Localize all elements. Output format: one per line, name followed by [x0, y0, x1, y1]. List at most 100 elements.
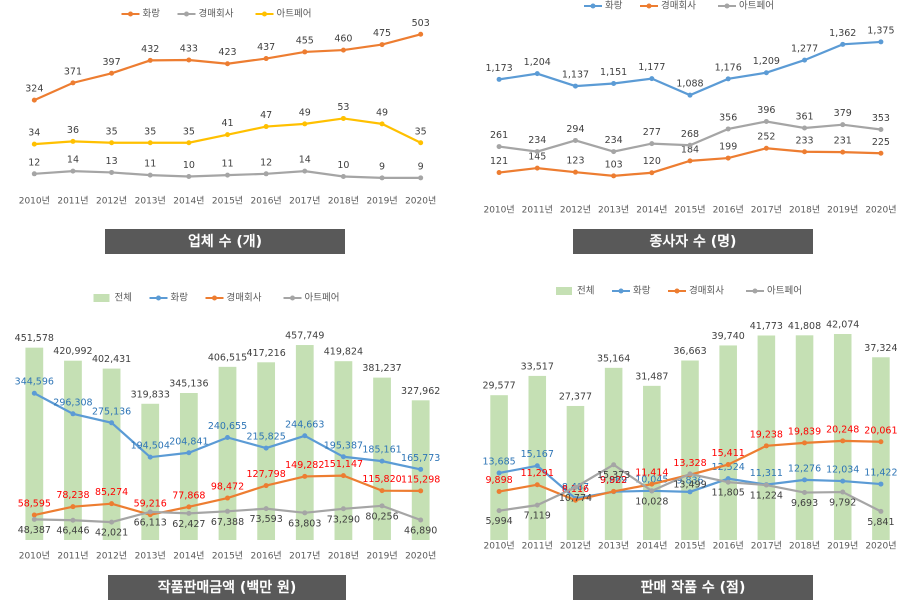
x-tick-label: 2011년 — [522, 205, 553, 216]
x-tick-label: 2020년 — [865, 205, 896, 216]
point — [878, 126, 884, 132]
legend-label: 아트페어 — [305, 293, 340, 304]
data-label: 11,291 — [521, 468, 554, 479]
data-label: 59,216 — [134, 498, 167, 509]
point — [725, 76, 731, 82]
data-label: 62,427 — [172, 519, 205, 530]
point — [840, 478, 846, 484]
data-label: 1,204 — [524, 57, 551, 68]
data-label: 37,324 — [864, 343, 897, 354]
point — [31, 97, 37, 103]
data-label: 13,499 — [673, 479, 706, 490]
point — [763, 482, 769, 488]
data-label: 185,161 — [362, 445, 401, 456]
point — [225, 495, 230, 501]
point — [496, 170, 502, 176]
data-label: 261 — [490, 130, 508, 141]
data-label: 432 — [141, 44, 159, 55]
legend-label: 경매회사 — [199, 8, 234, 20]
legend-swatch — [556, 287, 572, 295]
data-label: 1,209 — [753, 56, 780, 67]
data-label: 85,274 — [95, 487, 128, 498]
legend-swatch — [93, 294, 110, 302]
data-label: 457,749 — [285, 331, 324, 342]
data-label: 20,248 — [826, 424, 859, 435]
point — [340, 47, 346, 53]
data-label: 1,173 — [485, 63, 512, 74]
point — [802, 125, 808, 131]
bar — [490, 395, 508, 540]
point — [147, 509, 153, 515]
data-label: 13,685 — [482, 457, 515, 468]
data-label: 41 — [221, 118, 233, 129]
point — [496, 76, 502, 82]
data-label: 98,472 — [211, 482, 244, 493]
x-tick-label: 2010년 — [19, 196, 50, 207]
data-label: 296,308 — [53, 397, 92, 408]
data-label: 184 — [681, 144, 699, 155]
data-label: 14 — [67, 155, 79, 166]
data-label: 123 — [566, 156, 584, 167]
data-label: 1,362 — [829, 28, 856, 39]
point — [802, 149, 808, 155]
data-label: 11,311 — [750, 468, 783, 479]
point — [340, 473, 346, 479]
caption-box — [108, 575, 346, 600]
data-label: 35,164 — [597, 353, 630, 364]
data-label: 165,773 — [401, 453, 440, 464]
point — [611, 149, 617, 155]
point — [418, 488, 424, 494]
point — [878, 39, 884, 45]
point — [763, 119, 769, 125]
legend-label: 전체 — [115, 293, 132, 304]
point — [31, 141, 37, 147]
data-label: 275,136 — [92, 406, 131, 417]
point — [802, 57, 808, 63]
data-label: 11,414 — [635, 468, 668, 479]
point — [340, 506, 346, 512]
point — [109, 420, 115, 426]
legend-swatch — [128, 11, 133, 17]
data-label: 7,119 — [524, 511, 551, 522]
x-tick-label: 2020년 — [405, 551, 436, 562]
bar — [295, 345, 314, 540]
data-label: 215,825 — [246, 432, 285, 443]
point — [186, 510, 192, 516]
bar — [566, 405, 585, 540]
point — [263, 483, 269, 489]
data-label: 9 — [379, 161, 385, 172]
data-label: 423 — [218, 47, 236, 58]
bar — [141, 403, 160, 540]
point — [802, 490, 808, 496]
data-label: 9,693 — [791, 498, 818, 509]
bar — [334, 361, 353, 540]
x-tick-label: 2019년 — [366, 551, 397, 562]
point — [186, 174, 192, 179]
point — [225, 434, 230, 440]
x-tick-label: 2011년 — [57, 196, 88, 207]
x-tick-label: 2018년 — [789, 541, 820, 552]
point — [379, 42, 385, 48]
data-label: 503 — [412, 18, 430, 29]
point — [840, 41, 846, 47]
data-label: 19,839 — [788, 426, 821, 437]
data-label: 77,868 — [172, 490, 205, 501]
data-label: 1,151 — [600, 67, 627, 78]
data-label: 115,820 — [362, 474, 401, 485]
chart-title: 작품판매금액 (백만 원) — [158, 579, 296, 596]
data-label: 11 — [144, 159, 156, 170]
data-label: 31,487 — [635, 371, 668, 382]
point — [418, 466, 424, 472]
bar — [872, 357, 890, 540]
point — [302, 473, 308, 479]
data-label: 460 — [334, 34, 352, 45]
point — [225, 61, 230, 67]
point — [418, 140, 424, 146]
point — [109, 519, 115, 525]
bar — [757, 335, 776, 540]
legend-swatch — [156, 295, 161, 301]
data-label: 433 — [180, 44, 198, 55]
data-label: 11 — [221, 159, 233, 170]
data-label: 78,238 — [56, 490, 89, 501]
x-tick-label: 2016년 — [713, 541, 744, 552]
